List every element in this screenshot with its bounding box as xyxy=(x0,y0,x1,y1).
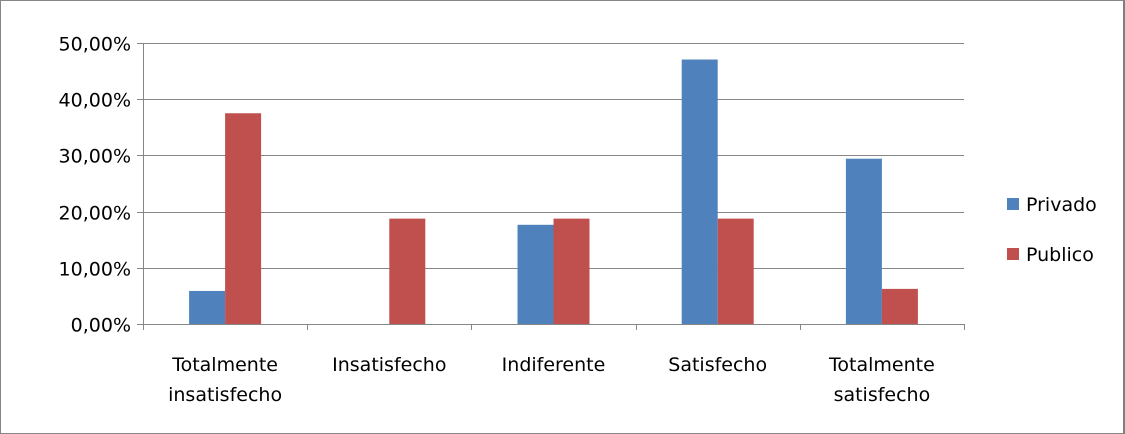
x-category-label: Totalmente xyxy=(171,354,278,376)
y-tick-label: 10,00% xyxy=(59,259,131,281)
x-category-label: Indiferente xyxy=(502,354,606,376)
x-category-label: satisfecho xyxy=(834,384,931,406)
bar-publico-3 xyxy=(717,218,754,324)
legend-swatch-publico xyxy=(1007,248,1019,260)
bar-privado-0 xyxy=(189,290,226,324)
y-axis: 0,00% 10,00% 20,00% 30,00% 40,00% 50,00% xyxy=(59,34,144,337)
x-axis: Totalmente insatisfecho Insatisfecho Indife… xyxy=(143,324,965,406)
legend-swatch-privado xyxy=(1007,198,1019,210)
bar-privado-2 xyxy=(517,224,554,324)
x-category-label: Totalmente xyxy=(828,354,935,376)
bar-publico-4 xyxy=(881,288,918,324)
legend: Privado Publico xyxy=(1007,194,1097,266)
legend-label-publico: Publico xyxy=(1026,244,1094,266)
bar-privado-4 xyxy=(845,158,882,324)
x-category-label: insatisfecho xyxy=(168,384,282,406)
bar-publico-2 xyxy=(553,218,590,324)
y-tick-label: 0,00% xyxy=(71,315,131,337)
bars xyxy=(189,59,918,325)
bar-privado-3 xyxy=(681,59,718,325)
y-tick-label: 50,00% xyxy=(59,34,131,56)
y-tick-label: 30,00% xyxy=(59,146,131,168)
x-category-label: Satisfecho xyxy=(668,354,767,376)
legend-label-privado: Privado xyxy=(1026,194,1097,216)
bar-publico-1 xyxy=(389,218,426,324)
bar-publico-0 xyxy=(225,113,262,324)
y-tick-label: 20,00% xyxy=(59,203,131,225)
x-category-label: Insatisfecho xyxy=(332,354,446,376)
y-tick-label: 40,00% xyxy=(59,90,131,112)
